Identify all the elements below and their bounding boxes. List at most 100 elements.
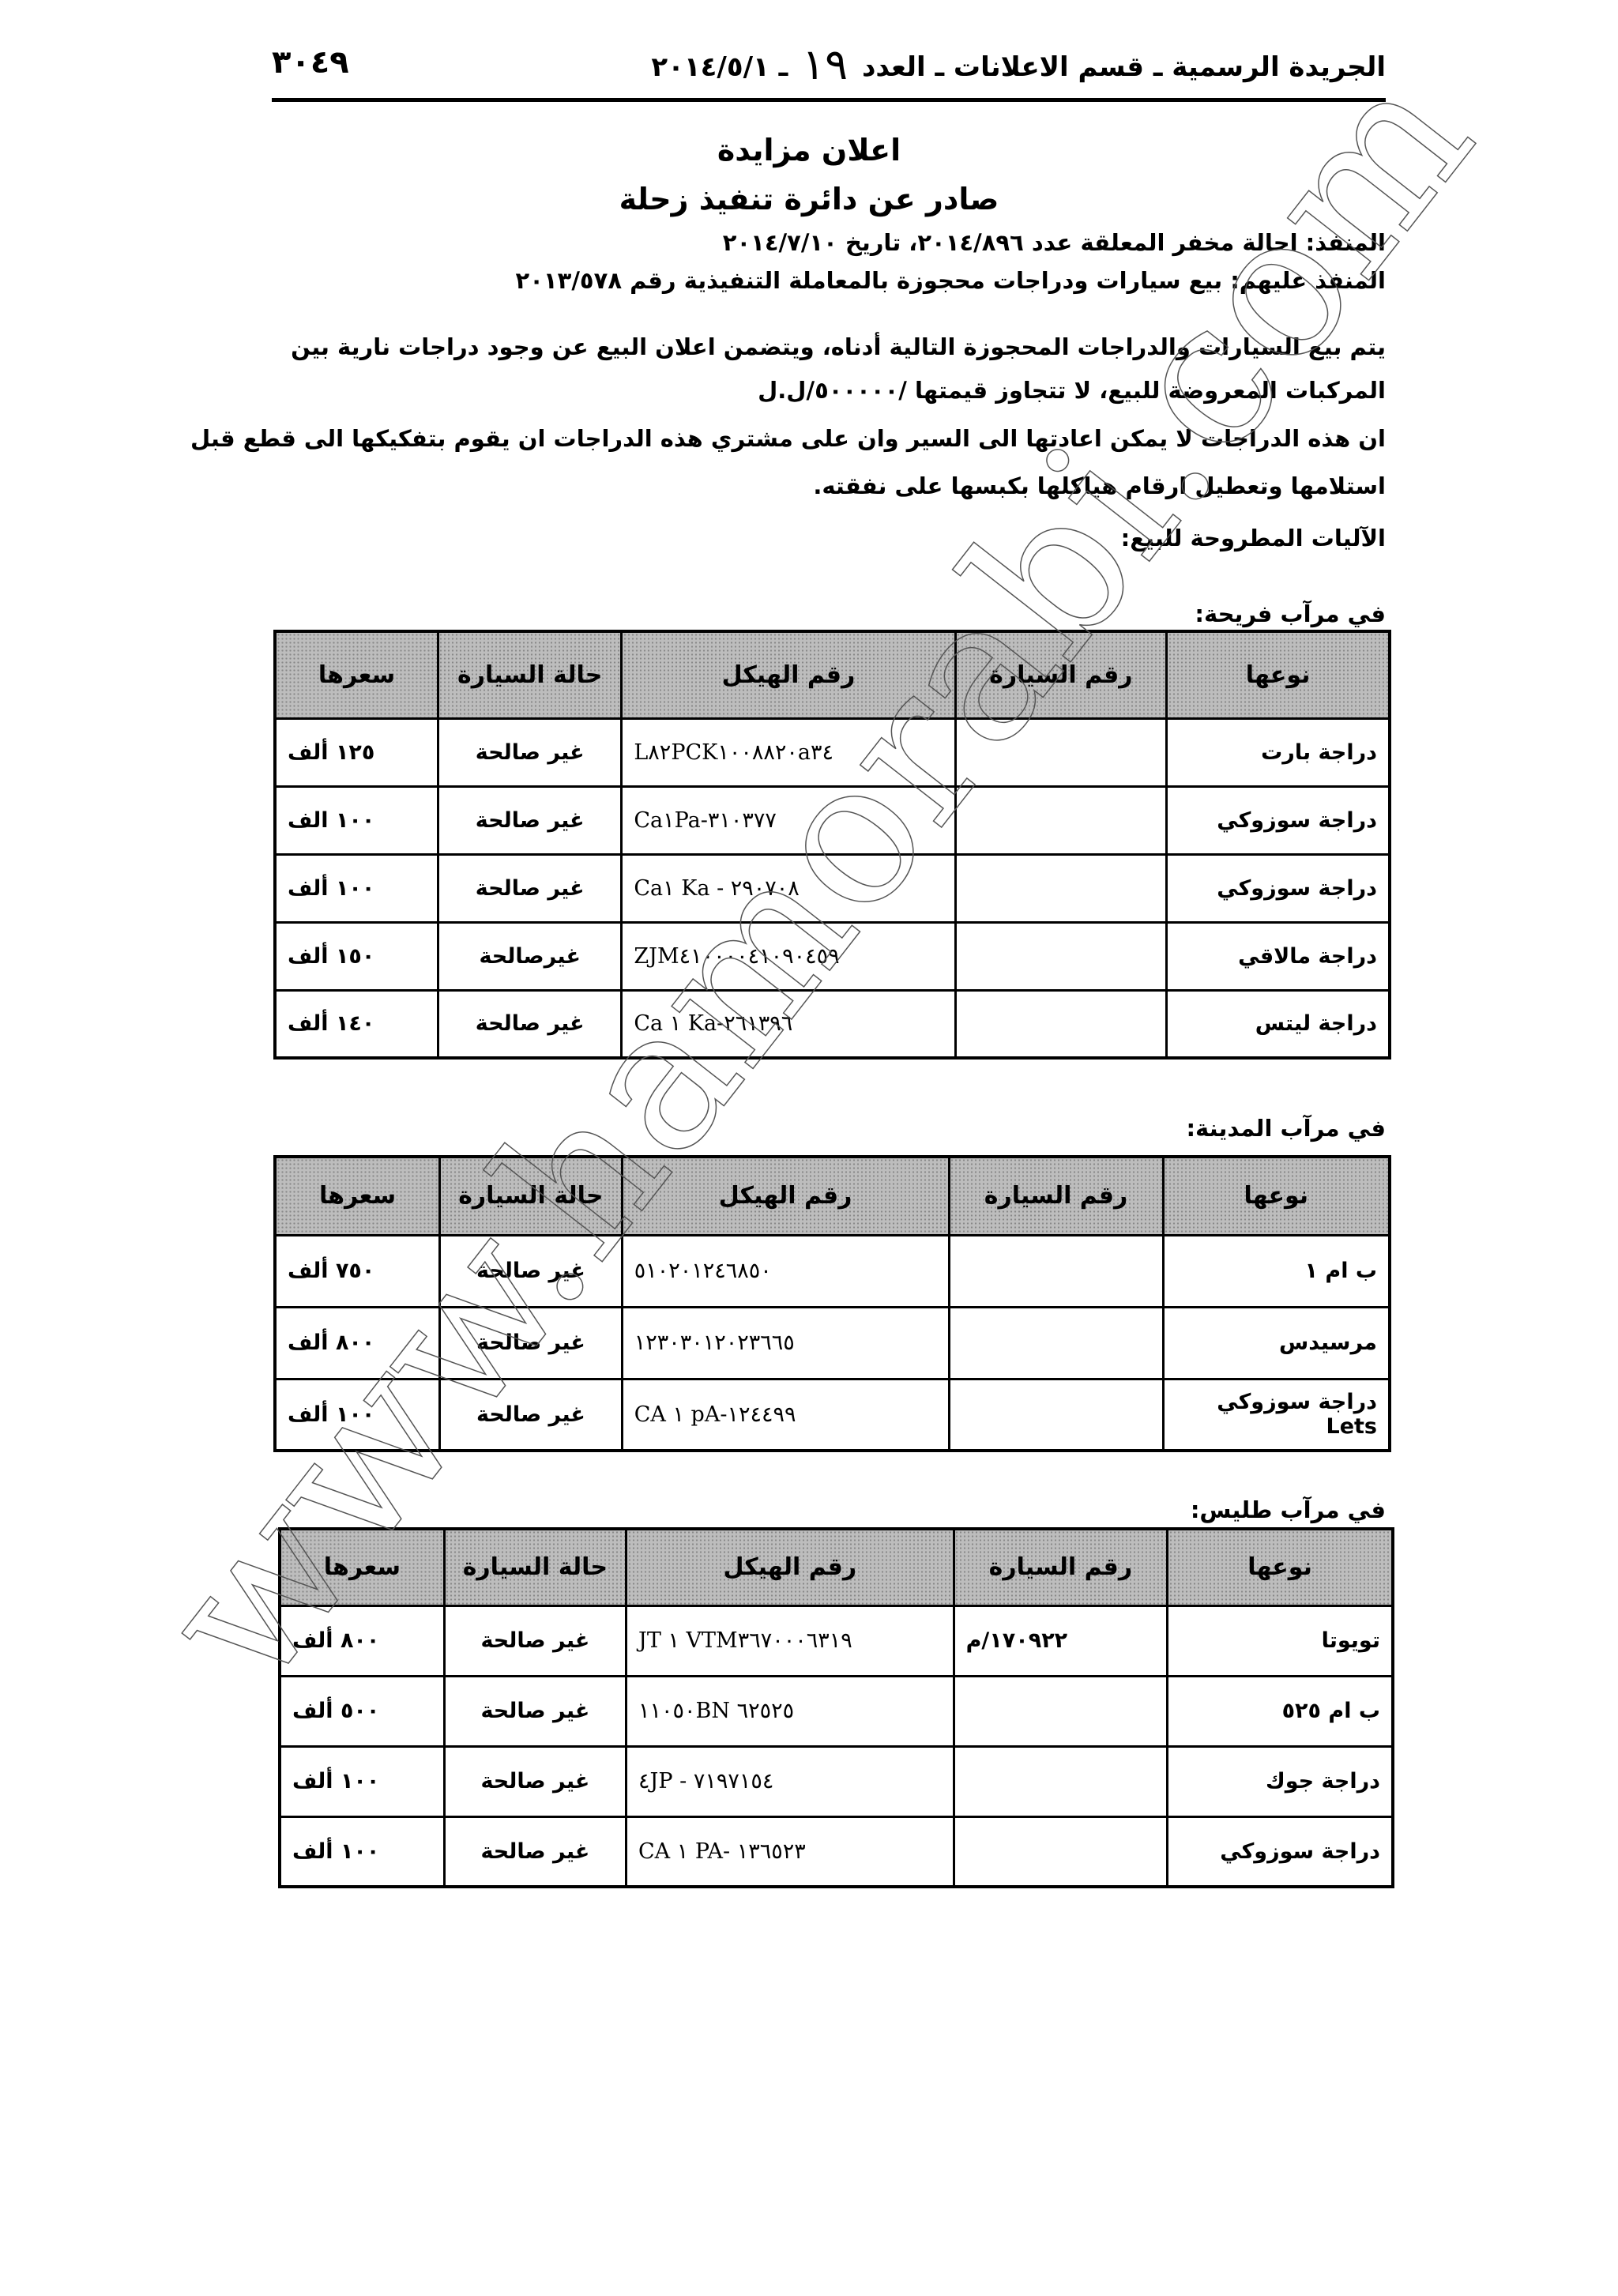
cell-plate-number (954, 988, 1168, 1060)
table-row: ب ام ١ ٥١٠٢٠١٢٤٦٨٥٠ غير صالحة ٧٥٠ ألف (273, 1233, 1391, 1308)
cell-price: ١٢٥ ألف (273, 717, 439, 788)
cell-price: ١٠٠ ألف (273, 1377, 442, 1452)
line-against: المنفذ عليهم: بيع سيارات ودراجات محجوزة … (515, 267, 1386, 294)
cell-chassis-number: Ca١ Ka - ٢٩٠٧٠٨ (620, 853, 957, 924)
cell-condition: غير صالحة (436, 988, 623, 1060)
cell-price: ٨٠٠ ألف (278, 1604, 446, 1677)
cell-vehicle-type: دراجة سوزوكي Lets (1161, 1377, 1391, 1452)
cell-condition: غير صالحة (438, 1305, 623, 1380)
cell-plate-number (947, 1233, 1165, 1308)
chassis-text: ١١٠٥٠BN ٦٢٥٢٥ (638, 1699, 795, 1723)
vehicles-table: نوعها رقم السيارة رقم الهيكل حالة السيارة سع… (273, 630, 1391, 1060)
cell-price: ٥٠٠ ألف (278, 1674, 446, 1748)
cell-condition: غير صالحة (438, 1233, 623, 1308)
table-row: دراجة سوزوكي Ca١Pa-٣١٠٣٧٧ غير صالحة ١٠٠ الف (273, 785, 1391, 856)
column-header-plate-number: رقم السيارة (954, 630, 1168, 720)
table-header-row: نوعها رقم السيارة رقم الهيكل حالة السيارة سع… (273, 630, 1391, 720)
table-row: دراجة سوزوكي CA ١ PA- ١٣٦٥٢٣ غير صالحة ١٠٠ … (278, 1815, 1394, 1888)
cell-price: ١٥٠ ألف (273, 920, 439, 992)
cell-plate-number (954, 853, 1168, 924)
running-header: الجريدة الرسمية ـ قسم الاعلانات ـ العدد … (651, 40, 1386, 89)
table-row: دراجة بارت L٨٢PCK١٠٠٨٨٢٠a٣٤ غير صالحة ١٢٥ أ… (273, 717, 1391, 788)
cell-chassis-number: ٥١٠٢٠١٢٤٦٨٥٠ (620, 1233, 950, 1308)
cell-condition: غير صالحة (442, 1745, 628, 1818)
chassis-text: L٨٢PCK١٠٠٨٨٢٠a٣٤ (634, 740, 833, 765)
table-row: دراجة جوك ٤JP - ٧١٩٧١٥٤ غير صالحة ١٠٠ ألف (278, 1745, 1394, 1818)
cell-vehicle-type: تويوتا (1166, 1604, 1394, 1677)
issue-date: ـ ٢٠١٤/٥/١ (651, 51, 788, 83)
cell-chassis-number: ZJM٤١٠٠٠٠٤١٠٩٠٤٥٩ (620, 920, 957, 992)
cell-vehicle-type: دراجة بارت (1165, 717, 1391, 788)
chassis-text: CA ١ pA-١٢٤٤٩٩ (634, 1402, 796, 1427)
chassis-text: ZJM٤١٠٠٠٠٤١٠٩٠٤٥٩ (634, 943, 840, 969)
cell-plate-number (954, 717, 1168, 788)
page-number: ٣٠٤٩ (272, 44, 349, 81)
table-row: ب ام ٥٢٥ ١١٠٥٠BN ٦٢٥٢٥ غير صالحة ٥٠٠ ألف (278, 1674, 1394, 1748)
cell-plate-number (952, 1674, 1169, 1748)
column-header-price: سعرها (278, 1527, 446, 1607)
column-header-chassis-number: رقم الهيكل (620, 630, 957, 720)
cell-price: ١٠٠ ألف (278, 1815, 446, 1888)
header-divider (272, 98, 1386, 102)
line-body-3: ان هذه الدراجات لا يمكن اعادتها الى السي… (190, 425, 1386, 452)
cell-condition: غير صالحة (442, 1604, 628, 1677)
cell-plate-number (947, 1377, 1165, 1452)
table-row: تويوتا ١٧٠٩٢٢/م JT ١ VTM٣٦٧٠٠٠٦٣١٩ غير صالح… (278, 1604, 1394, 1677)
column-header-vehicle-type: نوعها (1165, 630, 1391, 720)
chassis-text: ١٢٣٠٣٠١٢٠٢٣٦٦٥ (634, 1331, 795, 1355)
cell-price: ١٠٠ ألف (273, 853, 439, 924)
cell-chassis-number: Ca ١ Ka-٢٦١٣٩٦ (620, 988, 957, 1060)
cell-condition: غير صالحة (436, 853, 623, 924)
cell-chassis-number: L٨٢PCK١٠٠٨٨٢٠a٣٤ (620, 717, 957, 788)
cell-price: ١٠٠ الف (273, 785, 439, 856)
chassis-text: Ca ١ Ka-٢٦١٣٩٦ (634, 1011, 793, 1037)
chassis-text: ٤JP - ٧١٩٧١٥٤ (638, 1769, 774, 1794)
table-header-row: نوعها رقم السيارة رقم الهيكل حالة السيارة سع… (273, 1155, 1391, 1236)
cell-price: ١٤٠ ألف (273, 988, 439, 1060)
table-row: دراجة سوزوكي Lets CA ١ pA-١٢٤٤٩٩ غير صالحة… (273, 1377, 1391, 1452)
cell-vehicle-type: دراجة مالاقي (1165, 920, 1391, 992)
cell-condition: غير صالحة (436, 717, 623, 788)
section-heading: في مرآب المدينة: (1186, 1115, 1386, 1142)
cell-chassis-number: ٤JP - ٧١٩٧١٥٤ (625, 1745, 955, 1818)
gazette-name: الجريدة الرسمية ـ قسم الاعلانات ـ العدد (861, 51, 1386, 83)
cell-plate-number (954, 920, 1168, 992)
table-row: دراجة ليتس Ca ١ Ka-٢٦١٣٩٦ غير صالحة ١٤٠ ألف (273, 988, 1391, 1060)
chassis-text: CA ١ PA- ١٣٦٥٢٣ (638, 1839, 806, 1864)
cell-vehicle-type: ب ام ٥٢٥ (1166, 1674, 1394, 1748)
section-heading: في مرآب طليس: (1190, 1496, 1386, 1523)
cell-vehicle-type: دراجة جوك (1166, 1745, 1394, 1818)
cell-price: ٧٥٠ ألف (273, 1233, 442, 1308)
cell-plate-number (952, 1815, 1169, 1888)
cell-vehicle-type: مرسيدس (1161, 1305, 1391, 1380)
issue-number: ١٩ (802, 40, 849, 89)
chassis-text: Ca١Pa-٣١٠٣٧٧ (634, 807, 777, 833)
vehicles-table: نوعها رقم السيارة رقم الهيكل حالة السيارة سع… (278, 1527, 1394, 1888)
notice-title: اعلان مزايدة (717, 133, 901, 167)
cell-chassis-number: CA ١ pA-١٢٤٤٩٩ (620, 1377, 950, 1452)
chassis-text: Ca١ Ka - ٢٩٠٧٠٨ (634, 875, 800, 901)
column-header-vehicle-type: نوعها (1166, 1527, 1394, 1607)
section-heading: في مرآب فريحة: (1195, 600, 1386, 627)
line-executor: المنفذ: احالة مخفر المعلقة عدد ٢٠١٤/٨٩٦،… (722, 229, 1386, 256)
line-body-1: يتم بيع السيارات والدراجات المحجوزة التا… (291, 333, 1386, 360)
line-body-4: استلامها وتعطيل ارقام هياكلها بكبسها على… (813, 472, 1386, 499)
column-header-vehicle-type: نوعها (1161, 1155, 1391, 1236)
cell-condition: غيرصالحة (436, 920, 623, 992)
table-row: مرسيدس ١٢٣٠٣٠١٢٠٢٣٦٦٥ غير صالحة ٨٠٠ ألف (273, 1305, 1391, 1380)
table-row: دراجة سوزوكي Ca١ Ka - ٢٩٠٧٠٨ غير صالحة ١٠٠ … (273, 853, 1391, 924)
cell-vehicle-type: دراجة ليتس (1165, 988, 1391, 1060)
cell-plate-number: ١٧٠٩٢٢/م (952, 1604, 1169, 1677)
cell-price: ٨٠٠ ألف (273, 1305, 442, 1380)
column-header-condition: حالة السيارة (442, 1527, 628, 1607)
cell-plate-number (952, 1745, 1169, 1818)
cell-vehicle-type: ب ام ١ (1161, 1233, 1391, 1308)
cell-condition: غير صالحة (438, 1377, 623, 1452)
column-header-plate-number: رقم السيارة (947, 1155, 1165, 1236)
cell-vehicle-type: دراجة سوزوكي (1165, 785, 1391, 856)
cell-vehicle-type: دراجة سوزوكي (1166, 1815, 1394, 1888)
cell-condition: غير صالحة (442, 1674, 628, 1748)
column-header-plate-number: رقم السيارة (952, 1527, 1169, 1607)
chassis-text: ٥١٠٢٠١٢٤٦٨٥٠ (634, 1259, 772, 1283)
cell-chassis-number: ١٢٣٠٣٠١٢٠٢٣٦٦٥ (620, 1305, 950, 1380)
